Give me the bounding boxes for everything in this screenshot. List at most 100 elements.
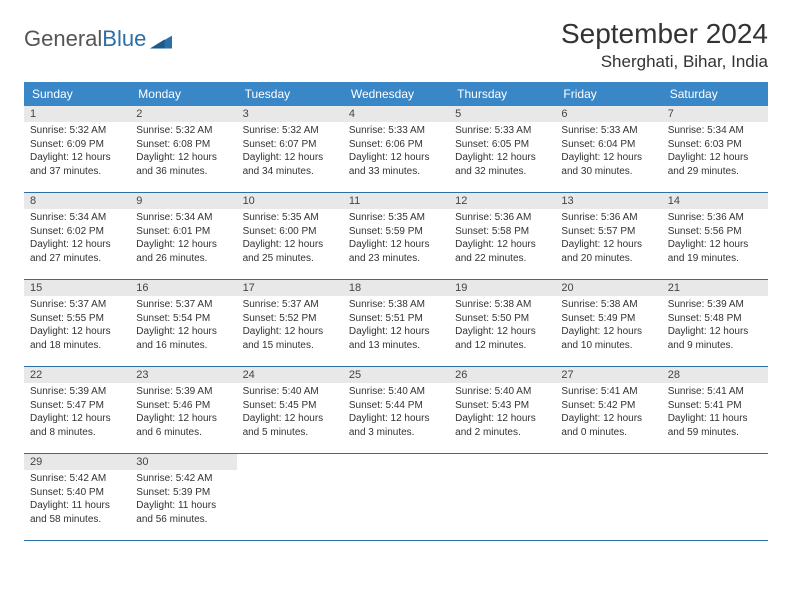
day-detail: Sunrise: 5:40 AMSunset: 5:44 PMDaylight:…: [343, 383, 449, 445]
calendar-cell: 30Sunrise: 5:42 AMSunset: 5:39 PMDayligh…: [130, 454, 236, 540]
day-detail: Sunrise: 5:34 AMSunset: 6:01 PMDaylight:…: [130, 209, 236, 271]
brand-logo: GeneralBlue: [24, 18, 172, 52]
day-detail: Sunrise: 5:33 AMSunset: 6:06 PMDaylight:…: [343, 122, 449, 184]
calendar-cell: 5Sunrise: 5:33 AMSunset: 6:05 PMDaylight…: [449, 106, 555, 192]
calendar-cell: 12Sunrise: 5:36 AMSunset: 5:58 PMDayligh…: [449, 193, 555, 279]
day-number: 25: [343, 367, 449, 383]
calendar-cell: 3Sunrise: 5:32 AMSunset: 6:07 PMDaylight…: [237, 106, 343, 192]
calendar-cell: [555, 454, 661, 540]
brand-part2: Blue: [102, 26, 146, 52]
calendar-week: 1Sunrise: 5:32 AMSunset: 6:09 PMDaylight…: [24, 106, 768, 193]
calendar-cell: 18Sunrise: 5:38 AMSunset: 5:51 PMDayligh…: [343, 280, 449, 366]
weekday-header: Sunday Monday Tuesday Wednesday Thursday…: [24, 82, 768, 106]
day-detail: Sunrise: 5:34 AMSunset: 6:02 PMDaylight:…: [24, 209, 130, 271]
calendar-cell: 19Sunrise: 5:38 AMSunset: 5:50 PMDayligh…: [449, 280, 555, 366]
day-detail: Sunrise: 5:33 AMSunset: 6:05 PMDaylight:…: [449, 122, 555, 184]
calendar-cell: 6Sunrise: 5:33 AMSunset: 6:04 PMDaylight…: [555, 106, 661, 192]
calendar-week: 15Sunrise: 5:37 AMSunset: 5:55 PMDayligh…: [24, 280, 768, 367]
day-detail: Sunrise: 5:36 AMSunset: 5:57 PMDaylight:…: [555, 209, 661, 271]
brand-part1: General: [24, 26, 102, 52]
calendar-cell: 13Sunrise: 5:36 AMSunset: 5:57 PMDayligh…: [555, 193, 661, 279]
calendar-cell: [237, 454, 343, 540]
day-detail: Sunrise: 5:32 AMSunset: 6:08 PMDaylight:…: [130, 122, 236, 184]
day-detail: Sunrise: 5:40 AMSunset: 5:43 PMDaylight:…: [449, 383, 555, 445]
day-number: 24: [237, 367, 343, 383]
day-number: 13: [555, 193, 661, 209]
day-number: 9: [130, 193, 236, 209]
weekday-sat: Saturday: [662, 82, 768, 106]
day-number: 5: [449, 106, 555, 122]
weekday-thu: Thursday: [449, 82, 555, 106]
calendar: Sunday Monday Tuesday Wednesday Thursday…: [24, 82, 768, 541]
day-number: 28: [662, 367, 768, 383]
calendar-cell: 16Sunrise: 5:37 AMSunset: 5:54 PMDayligh…: [130, 280, 236, 366]
calendar-cell: 22Sunrise: 5:39 AMSunset: 5:47 PMDayligh…: [24, 367, 130, 453]
day-detail: Sunrise: 5:37 AMSunset: 5:55 PMDaylight:…: [24, 296, 130, 358]
day-detail: Sunrise: 5:37 AMSunset: 5:54 PMDaylight:…: [130, 296, 236, 358]
calendar-cell: 29Sunrise: 5:42 AMSunset: 5:40 PMDayligh…: [24, 454, 130, 540]
day-detail: Sunrise: 5:38 AMSunset: 5:50 PMDaylight:…: [449, 296, 555, 358]
day-number: 23: [130, 367, 236, 383]
calendar-cell: 4Sunrise: 5:33 AMSunset: 6:06 PMDaylight…: [343, 106, 449, 192]
calendar-cell: [343, 454, 449, 540]
day-detail: Sunrise: 5:42 AMSunset: 5:39 PMDaylight:…: [130, 470, 236, 532]
calendar-cell: [449, 454, 555, 540]
calendar-cell: 24Sunrise: 5:40 AMSunset: 5:45 PMDayligh…: [237, 367, 343, 453]
day-number: 11: [343, 193, 449, 209]
day-number: 20: [555, 280, 661, 296]
day-number: 1: [24, 106, 130, 122]
logo-triangle-icon: [150, 30, 172, 48]
month-title: September 2024: [561, 18, 768, 50]
day-number: 8: [24, 193, 130, 209]
calendar-cell: 21Sunrise: 5:39 AMSunset: 5:48 PMDayligh…: [662, 280, 768, 366]
day-number: 29: [24, 454, 130, 470]
title-block: September 2024 Sherghati, Bihar, India: [561, 18, 768, 72]
calendar-week: 8Sunrise: 5:34 AMSunset: 6:02 PMDaylight…: [24, 193, 768, 280]
weekday-wed: Wednesday: [343, 82, 449, 106]
location-text: Sherghati, Bihar, India: [561, 52, 768, 72]
calendar-cell: 7Sunrise: 5:34 AMSunset: 6:03 PMDaylight…: [662, 106, 768, 192]
day-number: 21: [662, 280, 768, 296]
day-detail: Sunrise: 5:35 AMSunset: 6:00 PMDaylight:…: [237, 209, 343, 271]
calendar-cell: 9Sunrise: 5:34 AMSunset: 6:01 PMDaylight…: [130, 193, 236, 279]
day-number: 6: [555, 106, 661, 122]
day-number: 19: [449, 280, 555, 296]
calendar-cell: 8Sunrise: 5:34 AMSunset: 6:02 PMDaylight…: [24, 193, 130, 279]
calendar-week: 29Sunrise: 5:42 AMSunset: 5:40 PMDayligh…: [24, 454, 768, 541]
day-number: 30: [130, 454, 236, 470]
day-detail: Sunrise: 5:37 AMSunset: 5:52 PMDaylight:…: [237, 296, 343, 358]
calendar-cell: 20Sunrise: 5:38 AMSunset: 5:49 PMDayligh…: [555, 280, 661, 366]
day-detail: Sunrise: 5:33 AMSunset: 6:04 PMDaylight:…: [555, 122, 661, 184]
day-detail: Sunrise: 5:35 AMSunset: 5:59 PMDaylight:…: [343, 209, 449, 271]
day-number: 22: [24, 367, 130, 383]
day-number: 16: [130, 280, 236, 296]
calendar-cell: 27Sunrise: 5:41 AMSunset: 5:42 PMDayligh…: [555, 367, 661, 453]
weekday-tue: Tuesday: [237, 82, 343, 106]
day-detail: Sunrise: 5:39 AMSunset: 5:48 PMDaylight:…: [662, 296, 768, 358]
day-detail: Sunrise: 5:39 AMSunset: 5:46 PMDaylight:…: [130, 383, 236, 445]
day-detail: Sunrise: 5:41 AMSunset: 5:42 PMDaylight:…: [555, 383, 661, 445]
day-number: 14: [662, 193, 768, 209]
day-number: 15: [24, 280, 130, 296]
page-header: GeneralBlue September 2024 Sherghati, Bi…: [24, 18, 768, 72]
calendar-cell: 26Sunrise: 5:40 AMSunset: 5:43 PMDayligh…: [449, 367, 555, 453]
day-number: 18: [343, 280, 449, 296]
day-number: 17: [237, 280, 343, 296]
day-number: 26: [449, 367, 555, 383]
day-number: 7: [662, 106, 768, 122]
calendar-cell: 14Sunrise: 5:36 AMSunset: 5:56 PMDayligh…: [662, 193, 768, 279]
day-number: 10: [237, 193, 343, 209]
calendar-cell: [662, 454, 768, 540]
calendar-cell: 1Sunrise: 5:32 AMSunset: 6:09 PMDaylight…: [24, 106, 130, 192]
weekday-sun: Sunday: [24, 82, 130, 106]
calendar-cell: 17Sunrise: 5:37 AMSunset: 5:52 PMDayligh…: [237, 280, 343, 366]
weekday-fri: Friday: [555, 82, 661, 106]
day-number: 4: [343, 106, 449, 122]
day-detail: Sunrise: 5:32 AMSunset: 6:09 PMDaylight:…: [24, 122, 130, 184]
day-number: 2: [130, 106, 236, 122]
day-number: 27: [555, 367, 661, 383]
calendar-cell: 25Sunrise: 5:40 AMSunset: 5:44 PMDayligh…: [343, 367, 449, 453]
day-detail: Sunrise: 5:39 AMSunset: 5:47 PMDaylight:…: [24, 383, 130, 445]
calendar-cell: 2Sunrise: 5:32 AMSunset: 6:08 PMDaylight…: [130, 106, 236, 192]
calendar-cell: 11Sunrise: 5:35 AMSunset: 5:59 PMDayligh…: [343, 193, 449, 279]
